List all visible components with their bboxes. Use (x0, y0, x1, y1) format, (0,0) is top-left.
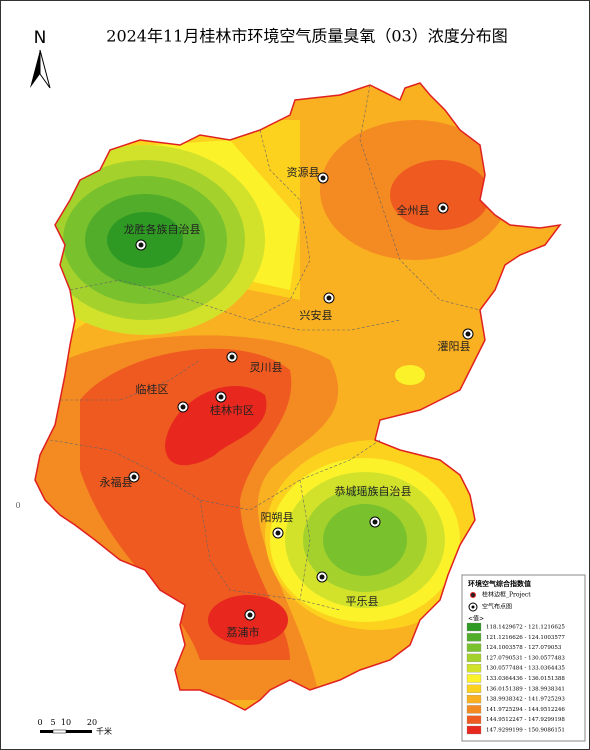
scale-seg (66, 730, 92, 733)
station-dot (229, 354, 235, 360)
legend-swatch (466, 674, 482, 683)
edge-label: 0 (15, 501, 20, 510)
scale-seg (52, 729, 67, 734)
station-dot (319, 574, 325, 580)
legend-swatch (466, 684, 482, 693)
scale-unit: 千米 (96, 726, 112, 736)
legend-class-label: 136.0151389 - 138.9938341 (486, 686, 565, 692)
zone (390, 160, 490, 230)
legend-swatch (466, 633, 482, 642)
scale-seg (40, 730, 53, 733)
station-dot (275, 530, 281, 536)
scale-tick-label: 10 (61, 718, 71, 727)
legend-value-label: <值> (468, 615, 484, 623)
station-dot (138, 242, 144, 248)
legend-swatch (466, 705, 482, 714)
county-line (199, 499, 341, 611)
legend-swatch (466, 715, 482, 724)
scale-tick-label: 0 (37, 718, 42, 727)
north-arrow: N (30, 28, 51, 89)
legend-rows: 118.1429672 - 121.1216625 121.1216626 - 1… (466, 622, 565, 735)
legend-class-label: 141.9725294 - 144.9512246 (486, 707, 565, 713)
county-label: 桂林市区 (210, 403, 254, 417)
county-line (249, 129, 311, 321)
county-label: 全州县 (397, 203, 430, 217)
legend-swatch (466, 643, 482, 652)
county-label: 荔浦市 (227, 625, 260, 639)
legend-station-dot (471, 605, 475, 609)
north-arrow-left (30, 50, 40, 88)
county-line (359, 84, 481, 311)
legend-box (461, 574, 586, 742)
zone (323, 504, 407, 576)
station-dot (247, 612, 253, 618)
legend-class-label: 124.1003578 - 127.079053 (486, 645, 562, 651)
legend-class-label: 127.0790531 - 130.0577483 (486, 655, 565, 661)
station-dot (372, 519, 378, 525)
county-line (299, 479, 311, 601)
legend-class-label: 147.9299199 - 150.9086151 (486, 728, 565, 734)
county-label: 灵川县 (250, 361, 283, 374)
station-dot (320, 175, 326, 181)
station-dot (440, 205, 446, 211)
zone (395, 365, 425, 385)
station-dot (465, 331, 471, 337)
legend: 环境空气综合指数值 桂林边框_Project 空气布点图 <值> 118.142… (461, 574, 586, 742)
station-dot (326, 295, 332, 301)
station-dot (131, 474, 137, 480)
station-dot (218, 394, 224, 400)
legend-class-label: 138.9938342 - 141.9725293 (486, 697, 565, 703)
map-title: 2024年11月桂林市环境空气质量臭氧（03）浓度分布图 (106, 27, 507, 46)
legend-class-label: 121.1216626 - 124.1003577 (486, 635, 565, 641)
scale-tick-label: 5 (50, 718, 55, 727)
legend-swatch (466, 725, 482, 735)
legend-swatch (466, 622, 482, 632)
north-label: N (34, 28, 47, 48)
north-arrow-right (39, 49, 51, 89)
station-dot (180, 404, 186, 410)
scale-tick-label: 20 (87, 718, 97, 727)
county-boundaries (49, 84, 481, 611)
county-label: 阳朔县 (261, 511, 294, 524)
stations: 资源县全州县龙胜各族自治县兴安县灌阳县灵川县临桂区桂林市区永福县恭城瑶族自治县阳… (100, 165, 474, 639)
legend-class-label: 133.0364436 - 136.0151388 (486, 676, 565, 682)
county-label: 兴安县 (300, 308, 333, 322)
county-label: 恭城瑶族自治县 (335, 484, 412, 498)
legend-swatch (466, 653, 482, 663)
county-label: 永福县 (100, 475, 133, 489)
legend-class-label: 130.0577484 - 133.0364435 (486, 666, 565, 672)
legend-swatch (466, 694, 482, 704)
legend-boundary-label: 桂林边框_Project (482, 591, 531, 599)
legend-class-label: 144.9512247 - 147.9299198 (486, 717, 565, 723)
county-label: 平乐县 (346, 595, 379, 608)
county-line (69, 279, 401, 331)
legend-boundary-symbol (470, 592, 476, 598)
legend-swatch (466, 664, 482, 673)
county-line (60, 359, 201, 401)
legend-station-label: 空气布点图 (482, 603, 512, 611)
county-label: 资源县 (287, 165, 320, 179)
zone (107, 212, 183, 268)
county-label: 临桂区 (136, 382, 169, 396)
zone (165, 385, 267, 466)
county-label: 龙胜各族自治县 (124, 222, 201, 236)
county-label: 灌阳县 (438, 340, 471, 353)
legend-title: 环境空气综合指数值 (468, 579, 531, 588)
legend-class-label: 118.1429672 - 121.1216625 (486, 625, 565, 631)
